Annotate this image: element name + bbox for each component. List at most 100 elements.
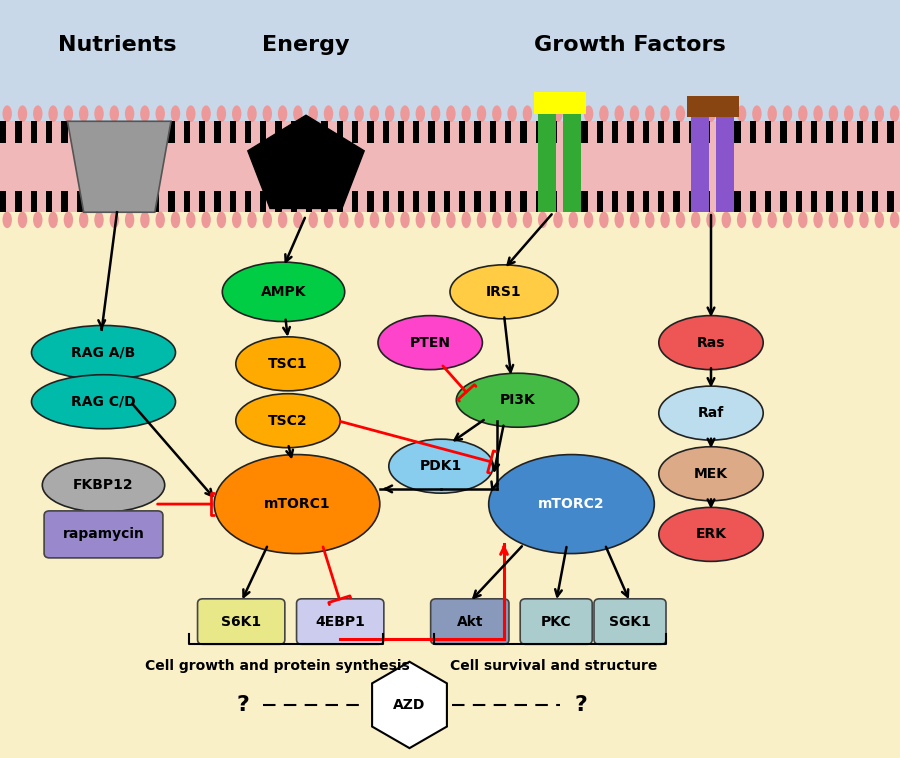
Bar — [337, 121, 343, 143]
Bar — [291, 191, 297, 212]
Ellipse shape — [110, 105, 119, 122]
Ellipse shape — [798, 105, 807, 122]
Bar — [673, 191, 680, 212]
Text: mTORC2: mTORC2 — [538, 497, 605, 511]
Ellipse shape — [385, 211, 394, 228]
FancyBboxPatch shape — [594, 599, 666, 644]
Bar — [612, 191, 618, 212]
Text: rapamycin: rapamycin — [63, 528, 144, 541]
Text: 4EBP1: 4EBP1 — [315, 615, 365, 628]
Ellipse shape — [222, 262, 345, 321]
Ellipse shape — [248, 105, 256, 122]
Ellipse shape — [676, 105, 685, 122]
Ellipse shape — [722, 105, 731, 122]
Bar — [811, 121, 817, 143]
Ellipse shape — [79, 211, 88, 228]
FancyBboxPatch shape — [198, 599, 284, 644]
Text: Cell growth and protein synthesis: Cell growth and protein synthesis — [145, 659, 410, 672]
Ellipse shape — [645, 105, 654, 122]
Bar — [184, 191, 190, 212]
Bar — [734, 121, 741, 143]
Ellipse shape — [232, 211, 241, 228]
Bar — [842, 191, 848, 212]
Ellipse shape — [416, 211, 425, 228]
Bar — [534, 92, 586, 114]
Bar — [505, 121, 511, 143]
Bar — [687, 96, 739, 117]
Bar — [260, 121, 266, 143]
Ellipse shape — [489, 455, 654, 553]
Ellipse shape — [355, 105, 364, 122]
Ellipse shape — [737, 105, 746, 122]
Text: Akt: Akt — [456, 615, 483, 628]
Ellipse shape — [400, 105, 410, 122]
Ellipse shape — [378, 315, 482, 370]
FancyBboxPatch shape — [44, 511, 163, 558]
Bar — [92, 191, 98, 212]
Ellipse shape — [722, 211, 731, 228]
Ellipse shape — [890, 211, 899, 228]
Bar — [719, 121, 725, 143]
Bar — [230, 191, 236, 212]
Ellipse shape — [309, 211, 318, 228]
Bar — [551, 191, 557, 212]
Ellipse shape — [462, 211, 471, 228]
Ellipse shape — [661, 105, 670, 122]
Text: AMPK: AMPK — [261, 285, 306, 299]
Bar — [566, 121, 572, 143]
Ellipse shape — [339, 211, 348, 228]
Bar — [691, 117, 709, 212]
Bar — [153, 121, 159, 143]
Text: ERK: ERK — [696, 528, 726, 541]
Bar — [536, 121, 542, 143]
Bar — [612, 121, 618, 143]
Bar — [122, 191, 129, 212]
Ellipse shape — [569, 105, 578, 122]
Ellipse shape — [814, 105, 823, 122]
Bar — [428, 191, 435, 212]
Text: ?: ? — [574, 695, 587, 715]
Text: S6K1: S6K1 — [221, 615, 261, 628]
Ellipse shape — [202, 105, 211, 122]
Ellipse shape — [389, 439, 493, 493]
Bar — [321, 191, 328, 212]
Ellipse shape — [186, 105, 195, 122]
Ellipse shape — [768, 211, 777, 228]
Bar — [536, 191, 542, 212]
Ellipse shape — [263, 211, 272, 228]
Ellipse shape — [278, 105, 287, 122]
Bar — [15, 191, 22, 212]
Bar — [719, 191, 725, 212]
FancyBboxPatch shape — [0, 121, 900, 212]
Text: PTEN: PTEN — [410, 336, 451, 349]
Ellipse shape — [355, 211, 364, 228]
Bar — [750, 191, 756, 212]
Ellipse shape — [49, 105, 58, 122]
Bar — [184, 121, 190, 143]
Bar — [566, 191, 572, 212]
Ellipse shape — [508, 105, 517, 122]
Bar — [168, 121, 175, 143]
Bar — [688, 191, 695, 212]
Bar — [76, 191, 83, 212]
Bar — [765, 191, 771, 212]
Bar — [780, 121, 787, 143]
Ellipse shape — [569, 211, 578, 228]
Ellipse shape — [370, 105, 379, 122]
Text: AZD: AZD — [393, 698, 426, 712]
Bar — [122, 121, 129, 143]
Bar — [750, 121, 756, 143]
Ellipse shape — [110, 211, 119, 228]
Text: mTORC1: mTORC1 — [264, 497, 330, 511]
Bar — [413, 191, 419, 212]
Ellipse shape — [400, 211, 410, 228]
Ellipse shape — [783, 211, 792, 228]
Ellipse shape — [140, 105, 149, 122]
Bar — [46, 121, 52, 143]
Bar — [704, 191, 710, 212]
Ellipse shape — [125, 211, 134, 228]
Bar — [444, 191, 450, 212]
Ellipse shape — [492, 211, 501, 228]
Ellipse shape — [263, 105, 272, 122]
Bar — [61, 191, 68, 212]
